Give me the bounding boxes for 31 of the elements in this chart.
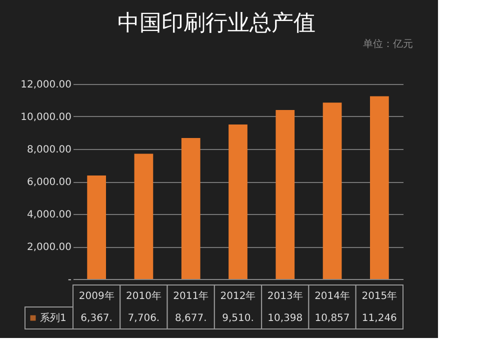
x-tick-label: 2014年 bbox=[314, 290, 350, 302]
data-label: 10,398 bbox=[268, 313, 303, 324]
bar bbox=[276, 110, 295, 279]
x-tick-label: 2015年 bbox=[362, 290, 398, 302]
data-label: 9,510. bbox=[222, 313, 254, 324]
data-label: 11,246 bbox=[362, 313, 397, 324]
data-label: 7,706. bbox=[128, 313, 160, 324]
bar bbox=[228, 124, 248, 279]
bar bbox=[134, 154, 154, 279]
x-tick-label: 2009年 bbox=[78, 290, 114, 302]
bar bbox=[181, 138, 200, 279]
bar bbox=[322, 102, 342, 279]
text: 单位：亿元 bbox=[363, 38, 413, 50]
data-label: 6,367. bbox=[80, 313, 112, 324]
x-tick-label: 2010年 bbox=[126, 290, 162, 302]
legend-label: 系列1 bbox=[40, 312, 66, 324]
y-tick-label: 6,000.00 bbox=[26, 177, 72, 188]
x-tick-label: 2013年 bbox=[267, 290, 303, 302]
data-label: 10,857 bbox=[314, 313, 350, 324]
chart-title: 中国印刷行业总产值 bbox=[118, 11, 316, 36]
y-tick-label: 2,000.00 bbox=[26, 242, 72, 253]
y-tick-label: 8,000.00 bbox=[26, 144, 72, 156]
data-label: 8,677. bbox=[174, 313, 207, 324]
x-tick-label: 2011年 bbox=[173, 290, 209, 302]
y-tick-label: - bbox=[68, 274, 72, 286]
x-tick-label: 2012年 bbox=[220, 290, 256, 302]
bar bbox=[370, 96, 389, 279]
y-tick-label: 12,000.00 bbox=[20, 80, 72, 90]
y-tick-label: 10,000.00 bbox=[20, 112, 72, 123]
bar bbox=[87, 176, 106, 279]
y-tick-label: 4,000.00 bbox=[26, 210, 72, 220]
